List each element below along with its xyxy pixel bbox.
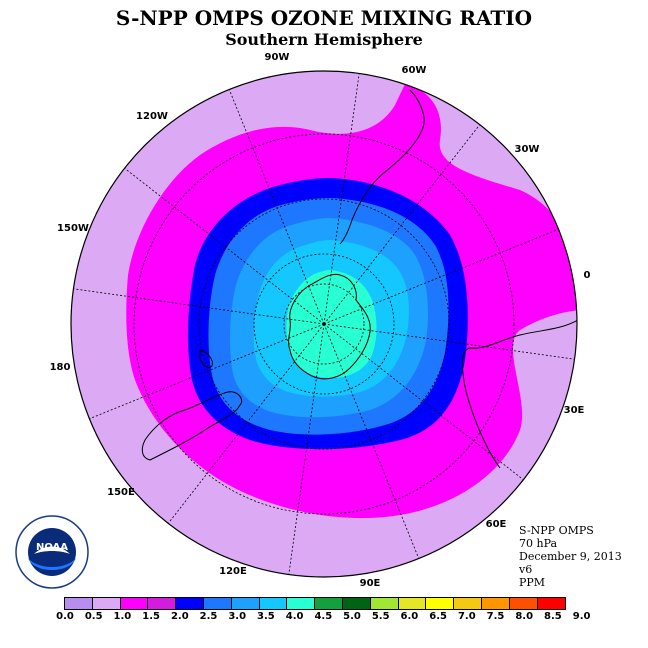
colorbar-tick-label: 3.0	[228, 611, 247, 622]
lon-label-60e: 60E	[486, 519, 507, 530]
ozone-band-aqua	[286, 270, 377, 378]
colorbar-segment	[342, 598, 371, 609]
noaa-logo-text: NOAA	[36, 542, 68, 553]
lon-label-0: 0	[584, 270, 591, 281]
colorbar-tick-label: 2.0	[170, 611, 189, 622]
map-subtitle: Southern Hemisphere	[225, 30, 423, 49]
map-info: S-NPP OMPS 70 hPa December 9, 2013 v6 PP…	[519, 524, 622, 589]
colorbar-tick-label: 9.0	[572, 611, 591, 622]
lon-label-90w: 90W	[265, 52, 290, 63]
info-pressure: 70 hPa	[519, 537, 558, 550]
new-zealand-coastline	[199, 349, 213, 368]
colorbar-segment	[370, 598, 399, 609]
map-title: S-NPP OMPS OZONE MIXING RATIO	[115, 6, 533, 30]
colorbar-ticks: 0.0 0.5 1.0 1.5 2.0 2.5 3.0 3.5 4.0 4.5 5.0 5.5 6.0 6…	[0, 611, 648, 625]
colorbar-tick-label: 8.0	[515, 611, 534, 622]
colorbar-segment	[120, 598, 149, 609]
colorbar-tick-label: 6.5	[429, 611, 447, 622]
lon-label-60w: 60W	[402, 65, 427, 76]
colorbar	[64, 597, 567, 610]
antarctica-coastline	[288, 273, 371, 380]
noaa-logo: NOAA	[14, 514, 90, 594]
colorbar-tick-label: 1.0	[113, 611, 132, 622]
colorbar-segment	[203, 598, 232, 609]
colorbar-segment	[148, 598, 177, 609]
colorbar-segment	[65, 598, 93, 609]
colorbar-segment	[454, 598, 482, 609]
colorbar-tick-label: 6.0	[400, 611, 419, 622]
colorbar-tick-label: 2.5	[199, 611, 218, 622]
colorbar-tick-label: 0.0	[56, 611, 74, 622]
colorbar-tick-label: 3.5	[257, 611, 275, 622]
colorbar-segment	[92, 598, 121, 609]
info-instrument: S-NPP OMPS	[519, 524, 594, 537]
colorbar-segment	[398, 598, 427, 609]
colorbar-segment	[426, 598, 455, 609]
colorbar-tick-label: 5.5	[371, 611, 390, 622]
lon-label-150w: 150W	[57, 223, 89, 234]
colorbar-tick-label: 5.0	[343, 611, 361, 622]
colorbar-segment	[537, 598, 566, 609]
lon-label-180: 180	[50, 362, 71, 373]
lon-label-120e: 120E	[219, 566, 247, 577]
info-date: December 9, 2013	[519, 550, 622, 563]
lon-label-30e: 30E	[564, 405, 585, 416]
colorbar-segment	[509, 598, 538, 609]
colorbar-segment	[176, 598, 204, 609]
colorbar-segment	[259, 598, 288, 609]
lon-label-150e: 150E	[107, 487, 135, 498]
australia-coastline	[141, 391, 243, 461]
colorbar-segment	[231, 598, 260, 609]
colorbar-tick-label: 7.5	[486, 611, 505, 622]
africa-coastline	[461, 319, 577, 469]
lon-label-90e: 90E	[360, 578, 381, 589]
info-units: PPM	[519, 576, 546, 589]
info-version: v6	[519, 563, 533, 576]
colorbar-segment	[287, 598, 316, 609]
colorbar-tick-label: 1.5	[142, 611, 160, 622]
colorbar-tick-label: 0.5	[84, 611, 103, 622]
south-america-coastline	[339, 89, 425, 245]
colorbar-tick-label: 4.0	[285, 611, 304, 622]
map-border	[70, 70, 578, 578]
colorbar-segment	[481, 598, 510, 609]
colorbar-segment	[315, 598, 343, 609]
colorbar-tick-label: 4.5	[314, 611, 333, 622]
colorbar-tick-label: 7.0	[457, 611, 476, 622]
colorbar-tick-label: 8.5	[544, 611, 562, 622]
lon-label-120w: 120W	[136, 111, 168, 122]
lon-label-30w: 30W	[515, 144, 540, 155]
